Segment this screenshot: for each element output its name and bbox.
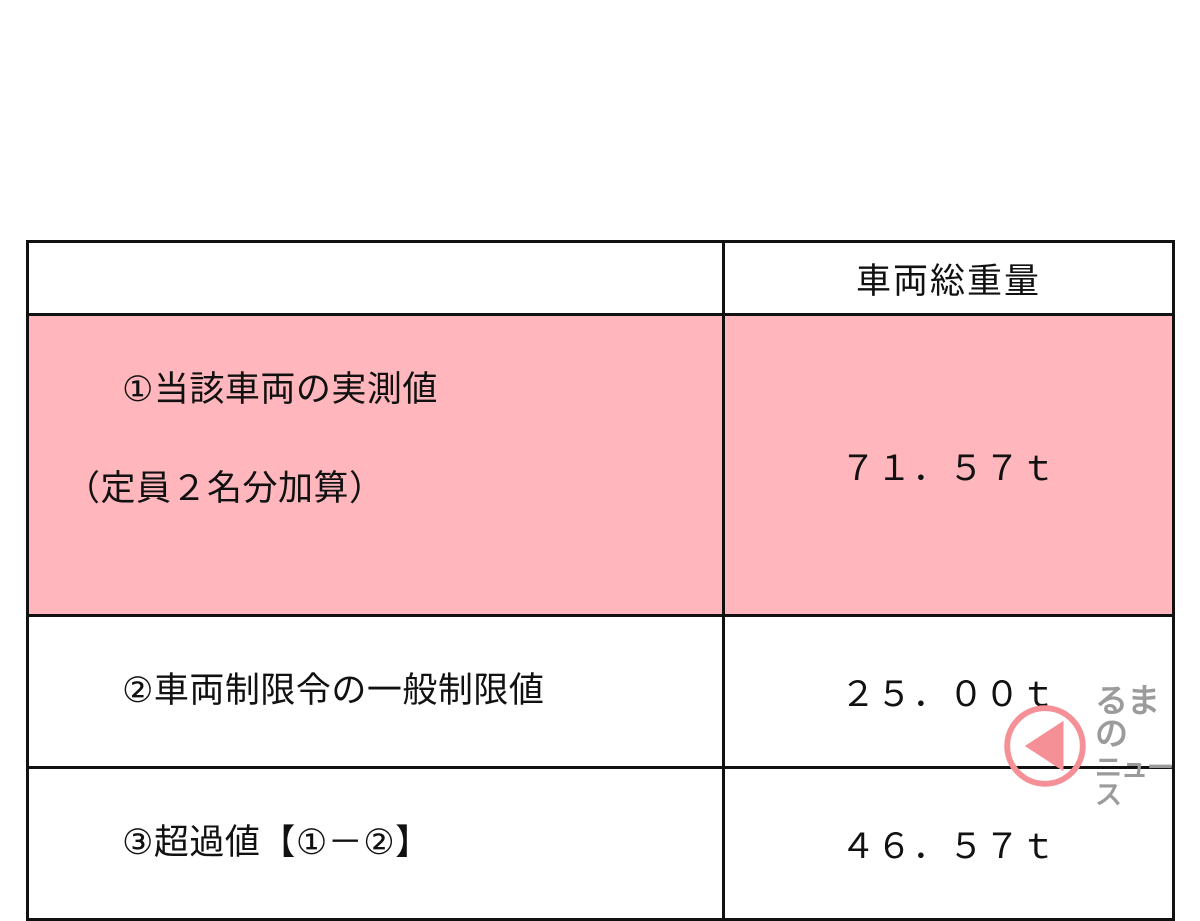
header-cell-gross-weight: 車両総重量 [722, 240, 1175, 316]
table-row: ②車両制限令の一般制限値 ２５．００ｔ [26, 614, 1175, 770]
row-label-general-limit: ②車両制限令の一般制限値 [26, 614, 725, 770]
header-cell-blank [26, 240, 725, 316]
site-logo-wordmark: るまの ニュース [1095, 684, 1183, 809]
row-label-measured-value: ①当該車両の実測値 （定員２名分加算） [26, 312, 725, 618]
site-logo-line-1: るまの [1095, 680, 1160, 753]
row-label-line-1: ③超過値【①－②】 [122, 822, 431, 863]
table-header-row: 車両総重量 [26, 240, 1175, 316]
row-label-excess-value: ③超過値【①－②】 [26, 766, 725, 921]
row-label-line-1: ①当該車両の実測値 [122, 369, 438, 410]
row-label-line-1: ②車両制限令の一般制限値 [122, 670, 545, 711]
table-row: ①当該車両の実測値 （定員２名分加算） ７１．５７ｔ [26, 312, 1175, 618]
table-row: ③超過値【①－②】 ４６．５７ｔ [26, 766, 1175, 921]
row-value-general-limit: ２５．００ｔ [722, 614, 1175, 770]
site-logo-line-2: ニュース [1095, 752, 1174, 811]
row-label-line-2: （定員２名分加算） [65, 469, 385, 510]
site-logo: るまの ニュース [1003, 684, 1183, 809]
vehicle-weight-table: 車両総重量 ①当該車両の実測値 （定員２名分加算） ７１．５７ｔ ②車両制限令の… [26, 240, 1175, 921]
row-value-measured-value: ７１．５７ｔ [722, 312, 1175, 618]
kuruma-chevron-circle-icon [1003, 704, 1087, 788]
